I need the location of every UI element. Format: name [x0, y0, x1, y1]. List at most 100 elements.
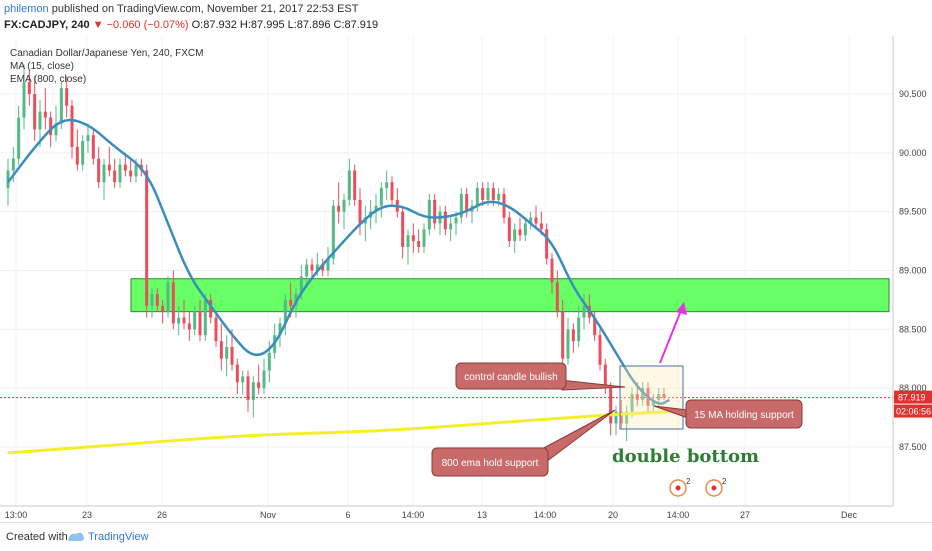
y-tick-label: 88.500	[899, 324, 927, 334]
created-with-label: Created with	[6, 531, 68, 543]
candle-body	[561, 311, 565, 359]
candle-body	[289, 299, 293, 306]
candle-body	[33, 94, 37, 130]
candle-body	[283, 299, 287, 324]
candle-body	[342, 199, 346, 212]
time-axis[interactable]: 13:00 23 26 Nov 6 14:00 13 14:00 20 14:00 27 Dec	[5, 510, 858, 520]
time-tag-value: 02:06:56	[896, 407, 931, 417]
x-tick-label: 6	[345, 510, 350, 520]
ema800-line	[7, 410, 670, 455]
legend-ema[interactable]: EMA (800, close)	[10, 74, 86, 85]
chart-legend-title: Canadian Dollar/Japanese Yen, 240, FXCM	[10, 48, 203, 59]
candle-body	[123, 164, 127, 171]
candle-body	[315, 264, 319, 271]
candle-body	[155, 294, 159, 306]
candle-body	[118, 164, 122, 183]
ma-support-callout	[685, 399, 803, 429]
candle-body	[534, 217, 538, 224]
candle-body	[134, 164, 138, 177]
candle-body	[305, 264, 309, 277]
candle-body	[491, 188, 495, 200]
candle-body	[209, 299, 213, 318]
legend-ma[interactable]: MA (15, close)	[10, 61, 74, 72]
candle-body	[70, 105, 74, 147]
event-badge-1[interactable]: 2	[669, 477, 691, 497]
ohlc-header: FX:CADJPY, 240 ▼ −0.060 (−0.07%) O:87.93…	[4, 19, 378, 31]
tradingview-logo-icon[interactable]	[66, 528, 86, 544]
candle-body	[593, 317, 597, 336]
candle-body	[326, 258, 330, 271]
resistance-zone	[130, 278, 890, 313]
candle-body	[81, 141, 85, 165]
candle-body	[49, 117, 53, 136]
candle-body	[166, 282, 170, 312]
candle-body	[651, 399, 655, 406]
y-tick-label: 89.500	[899, 207, 927, 217]
candle-body	[358, 199, 362, 224]
candle-body	[38, 111, 42, 130]
candle-body	[422, 229, 426, 247]
candle-body	[427, 199, 431, 230]
candle-body	[406, 235, 410, 247]
author-name[interactable]: philemon	[4, 3, 49, 15]
x-tick-label: 26	[157, 510, 167, 520]
event-badge-2[interactable]: 2	[705, 477, 727, 497]
candle-body	[262, 370, 266, 389]
candle-body	[641, 388, 645, 400]
candle-body	[241, 376, 245, 383]
candle-body	[481, 188, 485, 200]
candle-body	[219, 341, 223, 359]
candle-body	[203, 299, 207, 336]
y-tick-label: 88.000	[899, 383, 927, 393]
candle-body	[555, 282, 559, 312]
candle-body	[577, 317, 581, 342]
candle-body	[214, 317, 218, 342]
price-axis[interactable]: 90.500 90.000 89.500 89.000 88.500 88.000 87.5…	[899, 89, 927, 452]
x-tick-label: 14:00	[402, 510, 425, 520]
candle-body	[385, 182, 389, 189]
candle-body	[177, 317, 181, 324]
candle-body	[475, 188, 479, 206]
control-candle-label: control candle bullish	[464, 372, 557, 383]
candle-body	[657, 394, 661, 400]
candle-body	[417, 241, 421, 247]
price-tag	[894, 390, 932, 404]
candle-body	[91, 135, 95, 159]
price-chart[interactable]: control candle bullish 15 MA holding sup…	[0, 36, 932, 522]
y-tick-label: 90.000	[899, 148, 927, 158]
candle-body	[518, 229, 522, 236]
candle-body	[299, 276, 303, 295]
candle-body	[374, 205, 378, 212]
candle-body	[571, 329, 575, 342]
tradingview-brand-link[interactable]: TradingView	[88, 531, 149, 543]
symbol-label: FX:CADJPY, 240	[4, 19, 90, 31]
candle-body	[193, 311, 197, 330]
candle-body	[310, 264, 314, 271]
candle-body	[251, 382, 255, 400]
projection-arrow-line	[659, 307, 683, 364]
y-tick-label: 89.000	[899, 266, 927, 276]
candle-body	[454, 217, 458, 224]
y-tick-label: 87.500	[899, 442, 927, 452]
x-tick-label: 20	[608, 510, 618, 520]
candle-body	[609, 388, 613, 424]
publish-info: published on TradingView.com, November 2…	[51, 3, 359, 15]
candle-body	[182, 317, 186, 324]
ema-support-callout	[431, 447, 549, 477]
candle-body	[97, 158, 101, 183]
x-tick-label: 14:00	[667, 510, 690, 520]
candle-body	[513, 229, 517, 242]
double-bottom-box	[619, 365, 684, 430]
candle-body	[635, 394, 639, 400]
candle-body	[235, 364, 239, 383]
footer: Created with TradingView	[0, 522, 932, 551]
x-tick-label: 27	[740, 510, 750, 520]
candle-body	[145, 170, 149, 306]
candle-body	[539, 223, 543, 230]
candle-body	[86, 135, 90, 142]
x-tick-label: 13	[477, 510, 487, 520]
candle-body	[171, 282, 175, 324]
change-value: ▼ −0.060 (−0.07%)	[92, 19, 189, 31]
candle-body	[65, 88, 69, 106]
candle-body	[331, 205, 335, 259]
